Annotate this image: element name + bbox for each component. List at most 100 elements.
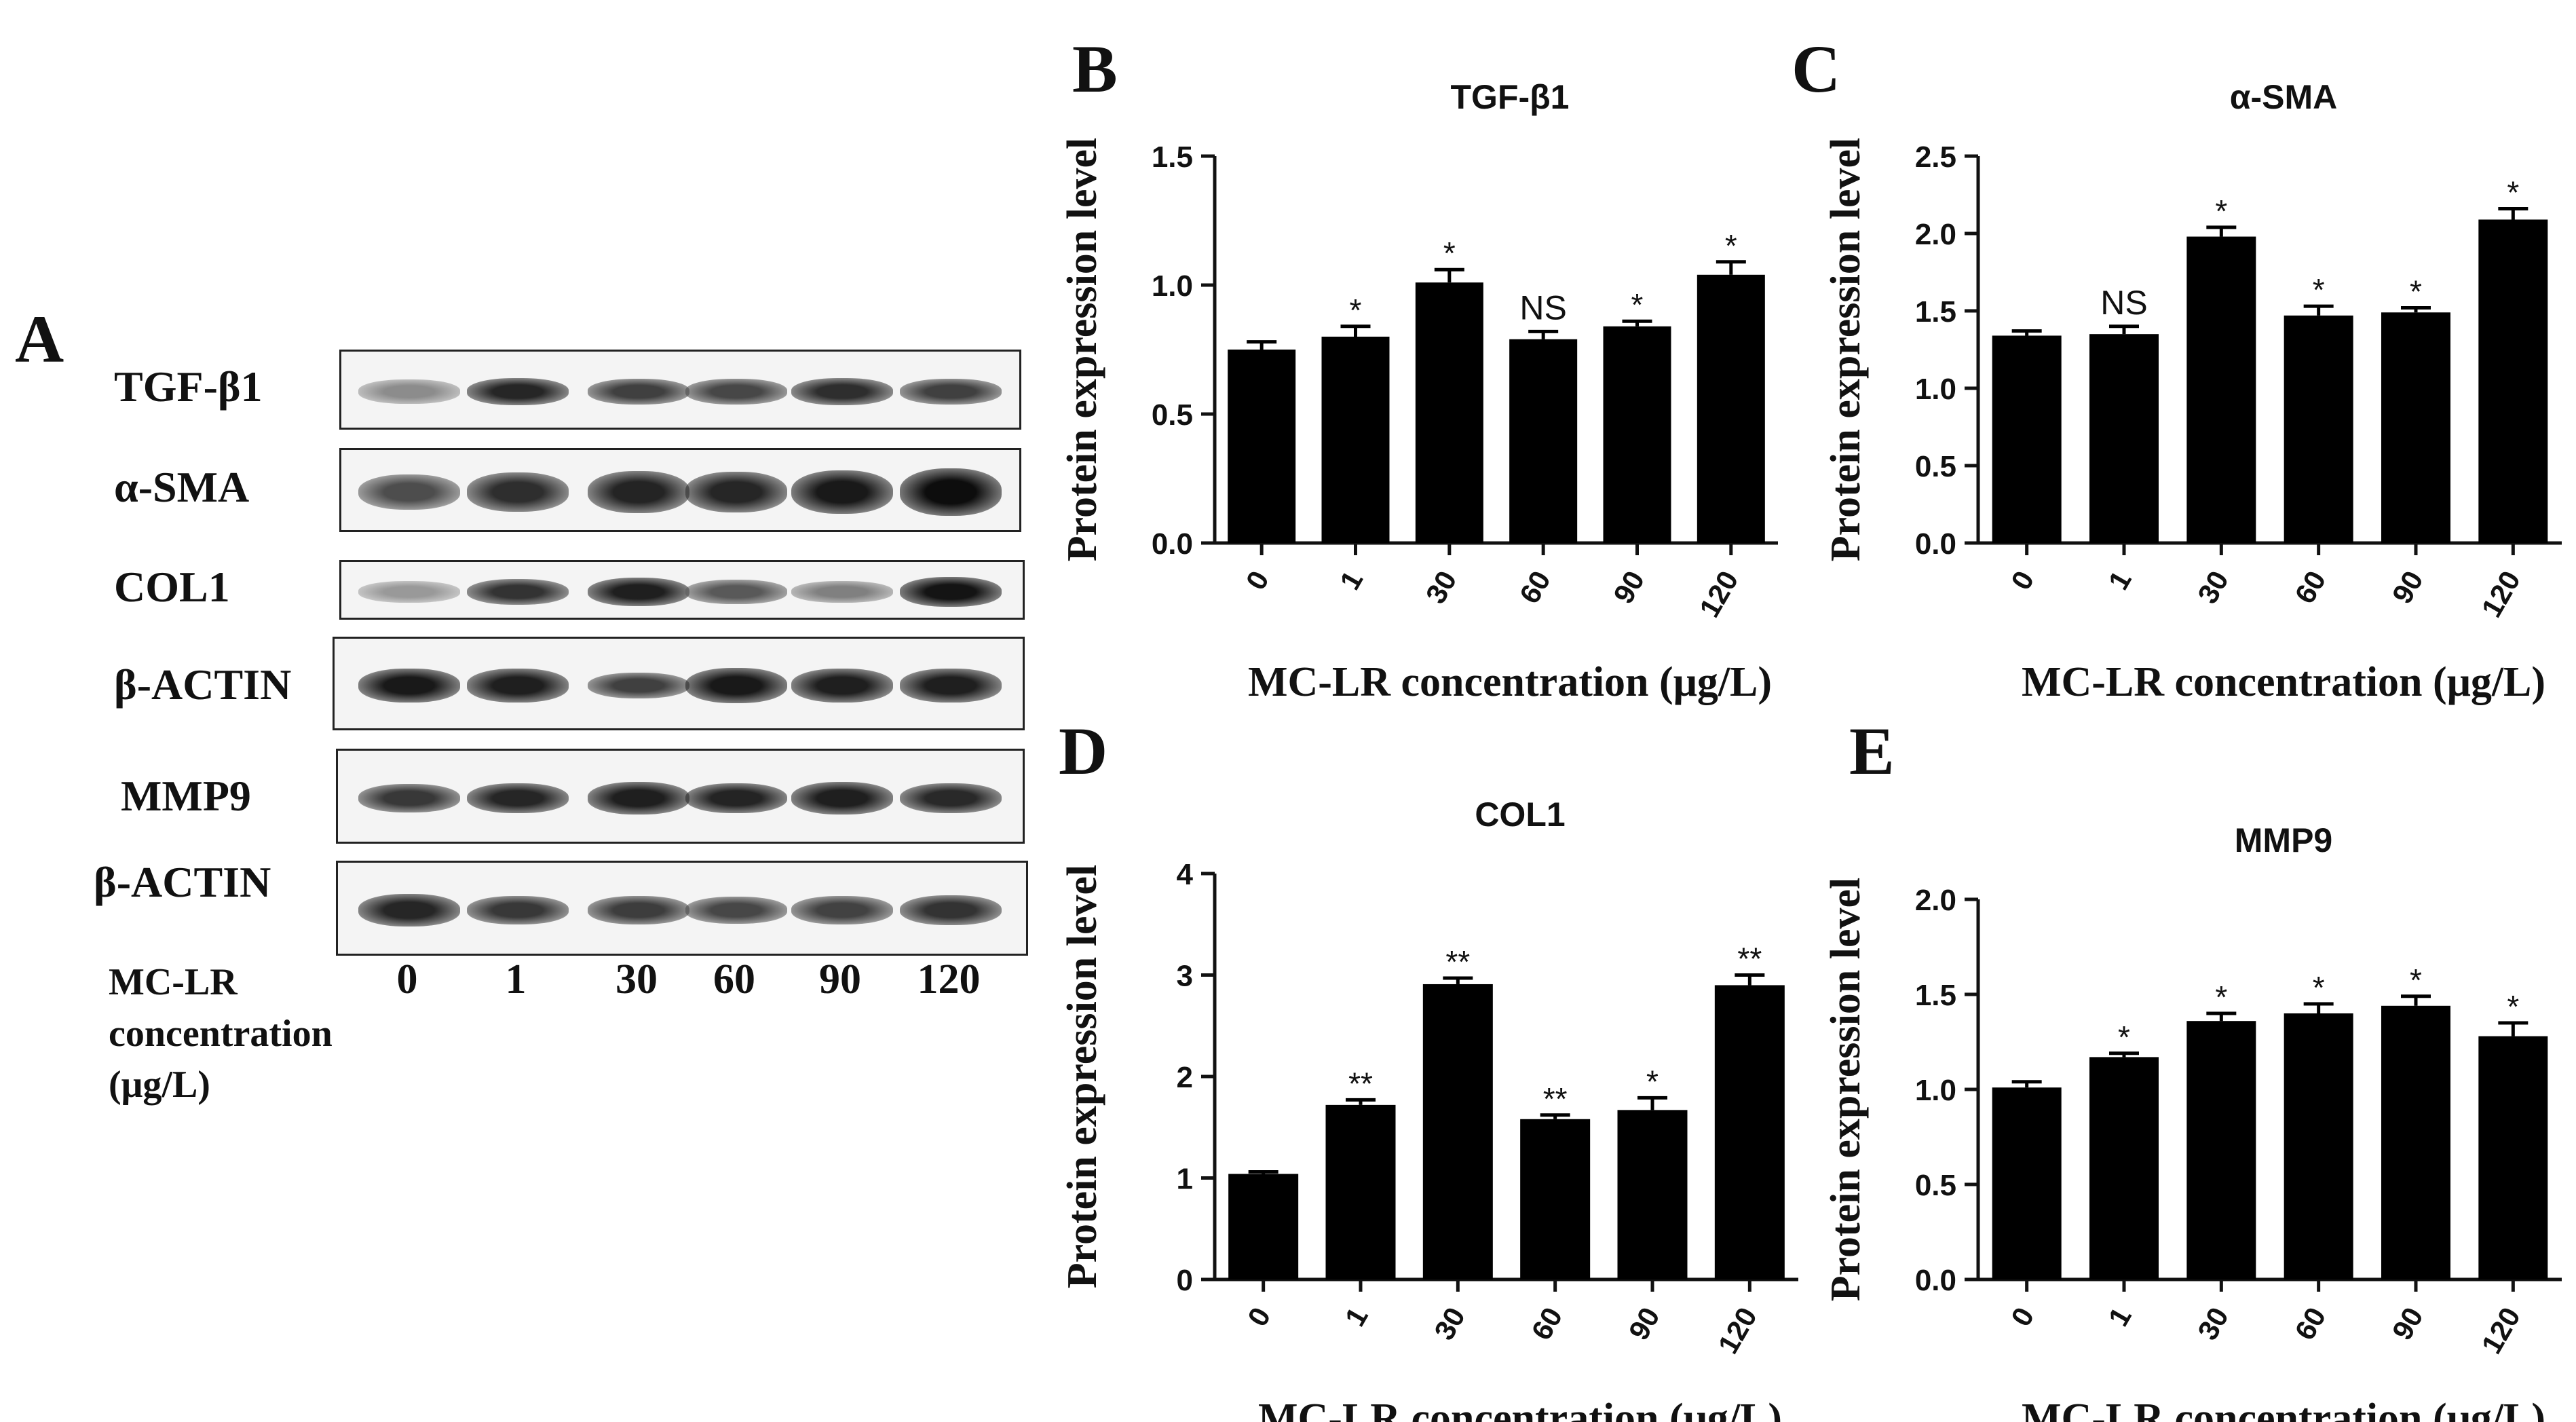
blot-band: [588, 896, 689, 924]
blot-band: [900, 379, 1002, 405]
blot-band: [685, 897, 787, 924]
bar-0: [1228, 1174, 1299, 1279]
chart-d-col1: D COL1 0 1 2 3 4 Protein expression level MC-LR …: [1045, 713, 1812, 1422]
blot-band: [467, 377, 569, 406]
y-tick-label: 4: [1177, 858, 1194, 891]
blot-band: [900, 669, 1002, 703]
blot-band: [791, 782, 893, 815]
blot-band: [685, 783, 787, 814]
blot-band: [900, 577, 1002, 607]
significance-label: *: [1631, 287, 1644, 322]
bar-30: [1422, 984, 1493, 1279]
blot-band: [358, 379, 460, 404]
bar-0: [1992, 1087, 2062, 1279]
blot-label: COL1: [114, 563, 230, 611]
x-tick-label: 60: [2288, 1302, 2332, 1345]
x-axis-label: MC-LR concentration (μg/L): [2022, 1396, 2545, 1422]
lane-label: 0: [396, 956, 418, 1003]
significance-label: *: [1725, 228, 1737, 263]
significance-label: *: [2215, 193, 2227, 229]
significance-label: **: [1543, 1081, 1568, 1117]
x-tick-label: 1: [2102, 565, 2137, 595]
x-tick-label: 0: [2005, 565, 2040, 595]
y-tick-label: 0.5: [1152, 398, 1193, 432]
y-axis-label: Protein expression level: [1059, 865, 1105, 1289]
blot-band: [791, 377, 893, 406]
x-tick-label: 30: [1420, 565, 1463, 609]
blot-image: [336, 749, 1025, 844]
panel-letter: B: [1072, 31, 1118, 107]
x-tick-label: 90: [1607, 565, 1650, 609]
y-tick-label: 1.0: [1915, 373, 1956, 406]
bar-120: [2478, 219, 2548, 543]
blot-band: [358, 784, 460, 812]
significance-label: **: [1737, 941, 1762, 977]
x-tick-label: 120: [2475, 565, 2526, 622]
bar-60: [2284, 315, 2353, 543]
blot-band: [900, 468, 1002, 516]
x-axis-label: MC-LR concentration (μg/L): [1248, 659, 1772, 705]
blot-band: [588, 471, 689, 513]
x-tick-label: 90: [2386, 1302, 2429, 1345]
y-tick-label: 1.0: [1915, 1074, 1956, 1107]
significance-label: *: [2118, 1019, 2130, 1055]
blot-label: α-SMA: [114, 463, 250, 511]
x-tick-label: 30: [2191, 1302, 2235, 1345]
bar-90: [1603, 326, 1671, 543]
significance-label: *: [1350, 293, 1362, 328]
blot-image: [339, 448, 1021, 532]
x-tick-label: 60: [2288, 565, 2332, 609]
blot-band: [791, 669, 893, 703]
x-tick-label: 90: [2386, 565, 2429, 609]
blot-band: [685, 379, 787, 405]
bar-60: [1520, 1119, 1591, 1279]
x-tick-label: 0: [2005, 1302, 2040, 1332]
y-tick-label: 1: [1177, 1163, 1193, 1196]
x-axis-label: MC-LR concentration (μg/L): [1258, 1396, 1782, 1422]
blot-band: [467, 578, 569, 605]
significance-label: *: [2313, 272, 2325, 307]
blot-band: [588, 577, 689, 607]
bar-30: [2186, 236, 2256, 543]
significance-label: *: [1443, 236, 1456, 271]
x-tick-label: 120: [2475, 1302, 2526, 1359]
significance-label: NS: [1519, 288, 1566, 326]
bar-90: [2381, 312, 2450, 543]
blot-band: [358, 474, 460, 510]
y-tick-label: 0.0: [1915, 1264, 1956, 1297]
blot-band: [358, 669, 460, 703]
blot-label: β-ACTIN: [114, 660, 292, 709]
blot-label: β-ACTIN: [94, 858, 271, 906]
bar-1: [1325, 1104, 1396, 1279]
blot-band: [467, 472, 569, 512]
blot-band: [791, 896, 893, 924]
blot-band: [900, 783, 1002, 814]
bar-120: [1714, 985, 1785, 1279]
lane-label: 1: [505, 956, 527, 1003]
x-tick-label: 30: [1428, 1302, 1471, 1345]
lane-label: 120: [917, 956, 981, 1003]
x-tick-label: 1: [2102, 1302, 2137, 1332]
bar-90: [2381, 1005, 2450, 1279]
chart-title: COL1: [1475, 796, 1565, 834]
significance-label: *: [1646, 1064, 1659, 1099]
significance-label: *: [2507, 175, 2519, 210]
blot-band: [467, 669, 569, 703]
x-tick-label: 0: [1240, 565, 1275, 595]
blot-band: [588, 672, 689, 699]
blot-band: [900, 895, 1002, 926]
significance-label: *: [2410, 274, 2422, 309]
chart-svg: E MMP9 0.0 0.5 1.0 1.5 2.0 Protein expression l…: [1823, 713, 2562, 1422]
y-tick-label: 0.5: [1915, 1169, 1956, 1202]
significance-label: **: [1445, 944, 1470, 979]
bar-60: [1509, 339, 1578, 543]
bar-1: [2089, 1057, 2159, 1279]
blot-band: [358, 894, 460, 927]
blot-band: [685, 580, 787, 604]
panel-letter: C: [1792, 31, 1840, 107]
y-tick-label: 0: [1177, 1264, 1193, 1297]
bar-60: [2284, 1013, 2353, 1279]
panel-letter: E: [1849, 713, 1895, 789]
